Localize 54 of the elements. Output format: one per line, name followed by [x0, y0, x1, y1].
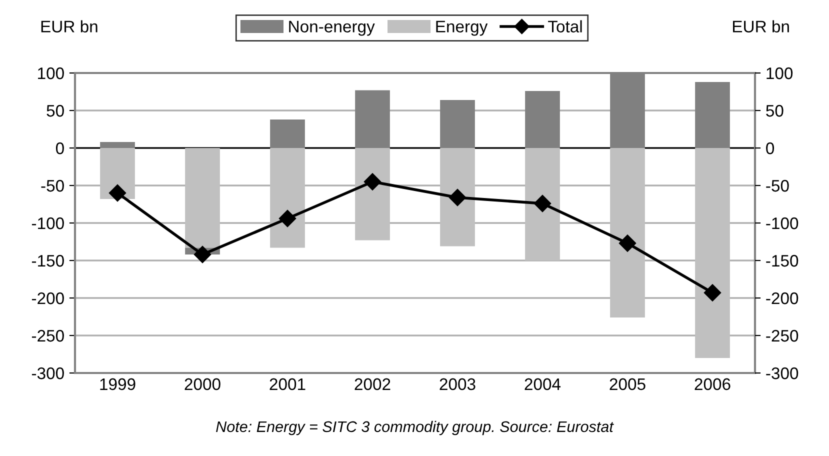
bar: [355, 148, 390, 240]
y2-tick-label: -200: [766, 292, 798, 304]
y-tick-label: -250: [32, 330, 64, 342]
y2-tick-label: 0: [766, 142, 774, 154]
y-tick-label: 50: [46, 104, 64, 117]
point: [704, 284, 722, 302]
y-tick-label: 0: [56, 142, 64, 154]
y-tick-label: -300: [32, 367, 64, 380]
x-tick-label: 2006: [694, 378, 730, 390]
text: Note: Energy = SITC 3 commodity group. Source: Eurostat: [216, 420, 614, 436]
bar: [525, 91, 560, 148]
bar: [100, 148, 135, 199]
y2-tick-label: -300: [766, 367, 798, 380]
bar: [270, 120, 305, 148]
point: [194, 246, 212, 264]
y2-tick-label: -100: [766, 217, 798, 230]
point: [108, 184, 126, 202]
y-tick-label: 100: [38, 67, 64, 80]
x-tick-label: 2003: [440, 378, 476, 390]
bar: [695, 148, 730, 358]
x-tick-label: 2002: [354, 378, 390, 390]
bar: [695, 82, 730, 148]
y2-axis-title: EUR bn: [733, 20, 789, 32]
bar: [355, 90, 390, 148]
bar: [525, 148, 560, 260]
y-tick-label: -150: [32, 254, 64, 267]
bar: [440, 100, 475, 148]
point: [278, 210, 296, 228]
x-tick-label: 2005: [610, 378, 646, 390]
point: [618, 234, 636, 252]
y2-tick-label: 100: [766, 67, 793, 80]
y2-tick-label: -250: [766, 330, 798, 342]
y-axis-title: EUR bn: [41, 20, 98, 32]
x-tick-label: 2001: [270, 378, 306, 390]
y2-tick-label: -150: [766, 254, 798, 267]
bar: [440, 148, 475, 246]
y-tick-label: -100: [32, 217, 64, 230]
y2-tick-label: 50: [766, 104, 784, 117]
bar: [185, 148, 220, 248]
y2-tick-label: -50: [766, 180, 789, 192]
y-tick-label: -200: [32, 292, 64, 304]
point: [448, 188, 466, 206]
bar: [610, 148, 645, 318]
legend-label: Non-energy: [289, 20, 375, 36]
bar: [270, 148, 305, 248]
x-tick-label: 2004: [524, 378, 561, 390]
bar: [100, 142, 135, 148]
legend-label: Total: [548, 20, 582, 32]
x-tick-label: 1999: [100, 378, 136, 390]
y-tick-label: -50: [41, 180, 64, 192]
legend-label: Energy: [436, 20, 488, 36]
point: [364, 173, 382, 190]
point: [534, 194, 552, 212]
x-tick-label: 2000: [184, 378, 220, 390]
